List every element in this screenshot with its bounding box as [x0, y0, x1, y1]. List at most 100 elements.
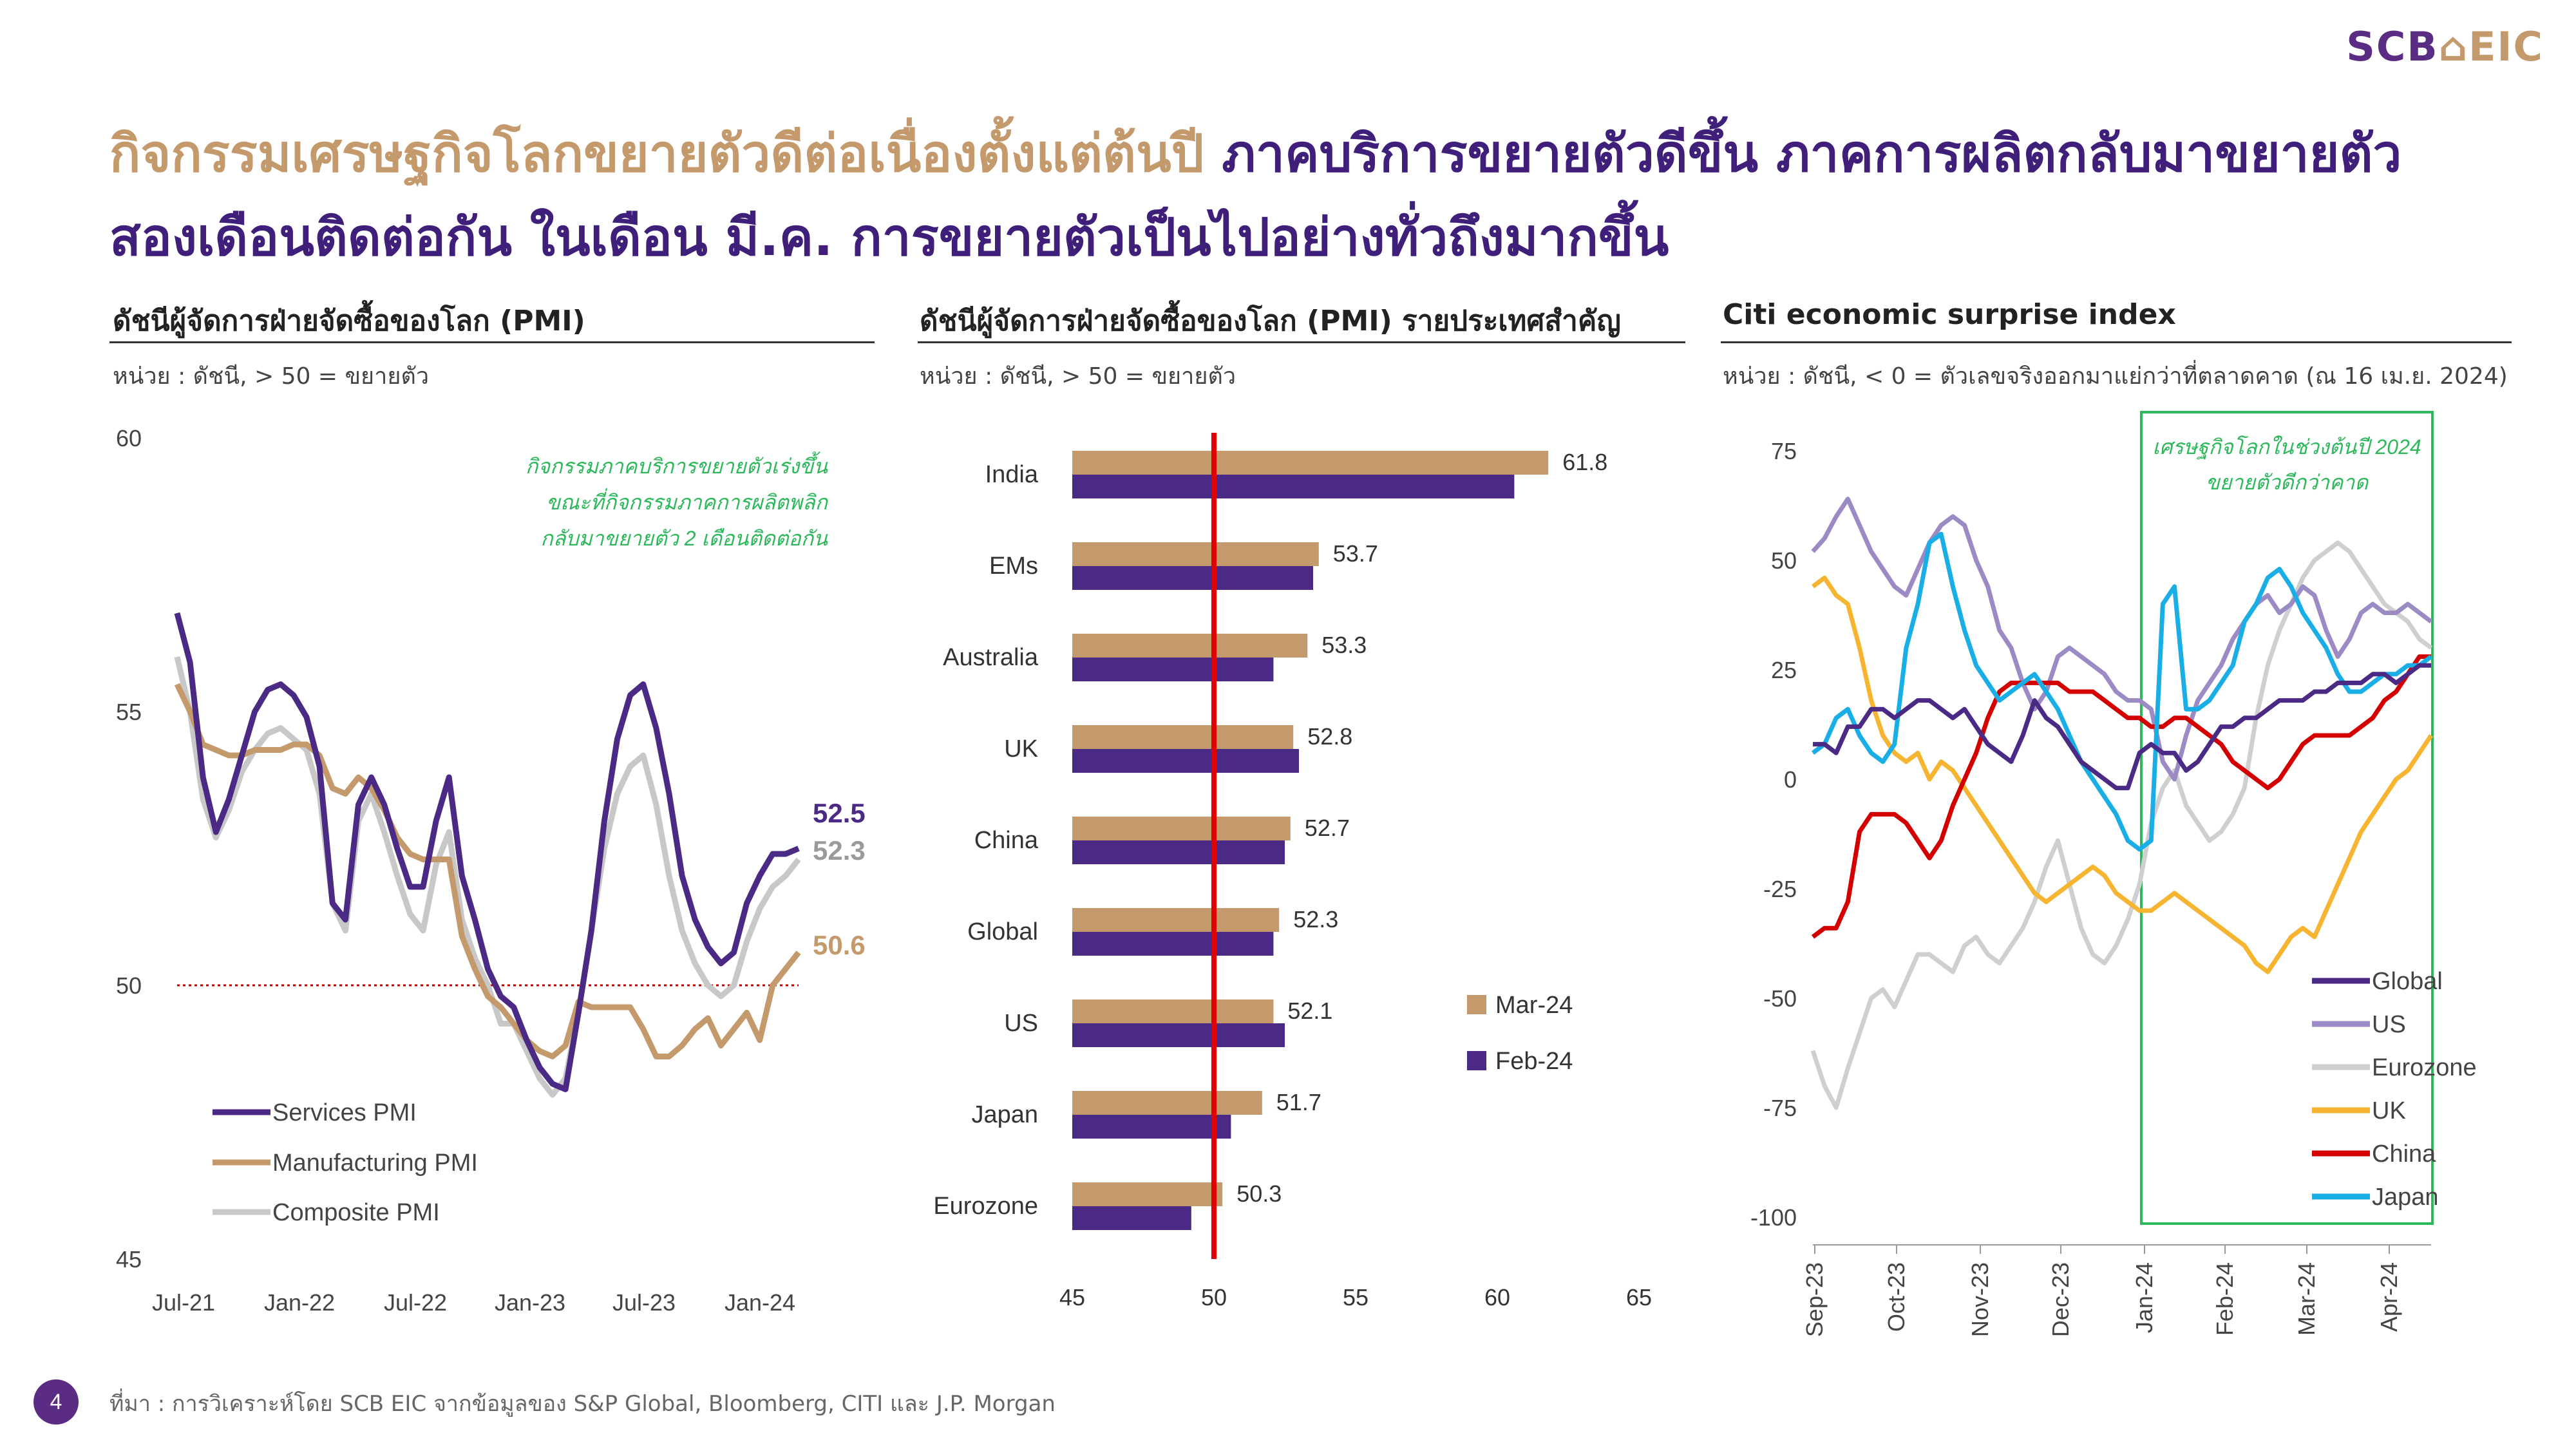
logo-eic: EIC	[2468, 23, 2544, 70]
bar-us-mar-24	[1072, 999, 1274, 1023]
bar-legend-swatch	[1467, 1051, 1486, 1070]
pmi-y-tick-label: 45	[116, 1246, 142, 1273]
headline-line-2: สองเดือนติดต่อกัน ในเดือน มี.ค. การขยายต…	[109, 207, 1669, 267]
bar-eurozone-mar-24	[1072, 1182, 1223, 1206]
bar-x-tick-label: 55	[1343, 1284, 1368, 1311]
headline-purple: ภาคบริการขยายตัวดีขึ้น ภาคการผลิตกลับมาข…	[1222, 124, 2402, 184]
left-panel-rule	[109, 341, 875, 343]
citi-legend-label: Eurozone	[2372, 1054, 2477, 1081]
citi-legend-label: Global	[2372, 968, 2443, 995]
pmi-y-tick-label: 60	[116, 425, 142, 451]
bar-india-feb-24	[1072, 475, 1515, 498]
bar-global-feb-24	[1072, 932, 1274, 956]
bar-x-tick-label: 60	[1484, 1284, 1510, 1311]
bar-global-mar-24	[1072, 908, 1280, 932]
pmi-y-tick-label: 55	[116, 699, 142, 725]
citi-line-japan	[1811, 531, 2433, 852]
bar-legend-label: Mar-24	[1495, 992, 1573, 1019]
pmi-annotation-line: ขณะที่กิจกรรมภาคการผลิตพลิก	[546, 488, 829, 514]
citi-annotation-line: เศรษฐกิจโลกในช่วงต้นปี 2024	[2152, 435, 2421, 460]
citi-y-tick-label: -75	[1763, 1095, 1797, 1121]
citi-x-tick-label: Dec-23	[2047, 1262, 2074, 1337]
bar-australia-mar-24	[1072, 634, 1308, 658]
right-panel-title: Citi economic surprise index	[1723, 298, 2176, 331]
pmi-legend-label: Services PMI	[272, 1099, 417, 1126]
pmi-annotation-line: กลับมาขยายตัว 2 เดือนติดต่อกัน	[540, 527, 828, 550]
bar-india-mar-24	[1072, 451, 1549, 475]
bar-x-tick-label: 45	[1059, 1284, 1085, 1311]
bar-category-label: India	[985, 461, 1039, 488]
bar-category-label: Australia	[943, 644, 1039, 671]
bar-japan-feb-24	[1072, 1115, 1231, 1139]
citi-x-tick-label: Sep-23	[1801, 1262, 1828, 1337]
bar-category-label: Japan	[971, 1101, 1038, 1128]
global-pmi-line-chart: 45 50 55 60 Jul-21 Jan-22 Jul-22 Jan-23 Jul-23 Ja…	[116, 425, 866, 1316]
right-panel-rule	[1721, 341, 2512, 343]
bar-value-label: 53.7	[1333, 540, 1378, 567]
citi-annotation-line: ขยายตัวดีกว่าคาด	[2206, 471, 2370, 494]
citi-legend-label: Japan	[2372, 1184, 2439, 1211]
bar-value-label: 52.3	[1293, 906, 1338, 933]
citi-y-tick-label: 25	[1771, 657, 1797, 683]
citi-legend-label: US	[2372, 1011, 2406, 1038]
pmi-x-tick-label: Jul-22	[384, 1289, 447, 1316]
left-panel-title: ดัชนีผู้จัดการฝ่ายจัดซื้อของโลก (PMI)	[113, 305, 585, 337]
bar-australia-feb-24	[1072, 658, 1274, 681]
pmi-line-services-pmi	[174, 612, 800, 1092]
bar-category-label: China	[974, 827, 1039, 854]
bar-category-label: Global	[967, 918, 1038, 945]
citi-x-tick-label: Feb-24	[2211, 1262, 2238, 1336]
left-panel-unit: หน่วย : ดัชนี, > 50 = ขยายตัว	[113, 363, 430, 390]
country-pmi-bar-chart: India 61.8 EMs 53.7 Australia 53.3 UK 52.8 China…	[933, 433, 1652, 1311]
bar-category-label: EMs	[989, 553, 1038, 580]
pmi-line-composite-pmi	[174, 656, 801, 1098]
source-note: ที่มา : การวิเคราะห์โดย SCB EIC จากข้อมู…	[109, 1391, 1056, 1417]
bar-us-feb-24	[1072, 1023, 1285, 1047]
citi-y-tick-label: -50	[1763, 985, 1797, 1012]
bar-value-label: 51.7	[1276, 1089, 1321, 1115]
pmi-annotation-line: กิจกรรมภาคบริการขยายตัวเร่งขึ้น	[526, 451, 828, 478]
bar-category-label: UK	[1004, 735, 1038, 762]
pmi-end-label-services-pmi: 52.5	[813, 798, 866, 828]
right-panel-unit: หน่วย : ดัชนี, < 0 = ตัวเลขจริงออกมาแย่ก…	[1723, 363, 2508, 390]
bar-category-label: Eurozone	[933, 1193, 1038, 1220]
bar-category-label: US	[1004, 1010, 1038, 1037]
bar-value-label: 50.3	[1236, 1180, 1282, 1207]
citi-legend-label: China	[2372, 1141, 2436, 1168]
bar-ems-feb-24	[1072, 566, 1313, 590]
bar-value-label: 52.1	[1287, 998, 1332, 1024]
pmi-end-label-composite-pmi: 52.3	[813, 835, 866, 866]
citi-legend-label: UK	[2372, 1097, 2406, 1124]
bar-legend-label: Feb-24	[1495, 1048, 1573, 1075]
citi-line-us	[1811, 497, 2433, 782]
bar-x-tick-label: 50	[1201, 1284, 1227, 1311]
middle-panel-rule	[918, 341, 1685, 343]
citi-y-tick-label: 0	[1784, 766, 1797, 793]
brand-logo: SCB⌂EIC	[2346, 23, 2544, 70]
citi-y-tick-label: 75	[1771, 438, 1797, 464]
citi-line-global	[1813, 663, 2431, 791]
bar-uk-feb-24	[1072, 749, 1299, 773]
citi-x-tick-label: Mar-24	[2293, 1262, 2320, 1336]
bar-value-label: 52.8	[1307, 723, 1352, 750]
bar-x-tick-label: 65	[1626, 1284, 1652, 1311]
citi-line-china	[1811, 654, 2431, 939]
house-icon: ⌂	[2438, 23, 2469, 70]
pmi-x-tick-label: Jan-23	[495, 1289, 565, 1316]
citi-surprise-line-chart: 75 50 25 0 -25 -50 -75 -100 Sep-23 Oct-23 Nov-23 De…	[1750, 411, 2477, 1337]
bar-value-label: 53.3	[1321, 632, 1367, 658]
citi-x-tick-label: Nov-23	[1967, 1262, 1993, 1337]
citi-y-tick-label: -25	[1763, 876, 1797, 902]
headline-gold: กิจกรรมเศรษฐกิจโลกขยายตัวดีต่อเนื่องตั้ง…	[109, 124, 1204, 184]
bar-eurozone-feb-24	[1072, 1206, 1191, 1230]
bar-japan-mar-24	[1072, 1091, 1262, 1115]
citi-y-tick-label: 50	[1771, 547, 1797, 574]
bar-legend-swatch	[1467, 995, 1486, 1014]
pmi-legend-label: Composite PMI	[272, 1199, 440, 1226]
bar-china-feb-24	[1072, 840, 1285, 864]
pmi-x-tick-label: Jul-21	[152, 1289, 215, 1316]
bar-china-mar-24	[1072, 817, 1291, 840]
pmi-y-tick-label: 50	[116, 972, 142, 999]
pmi-x-tick-label: Jan-22	[264, 1289, 335, 1316]
